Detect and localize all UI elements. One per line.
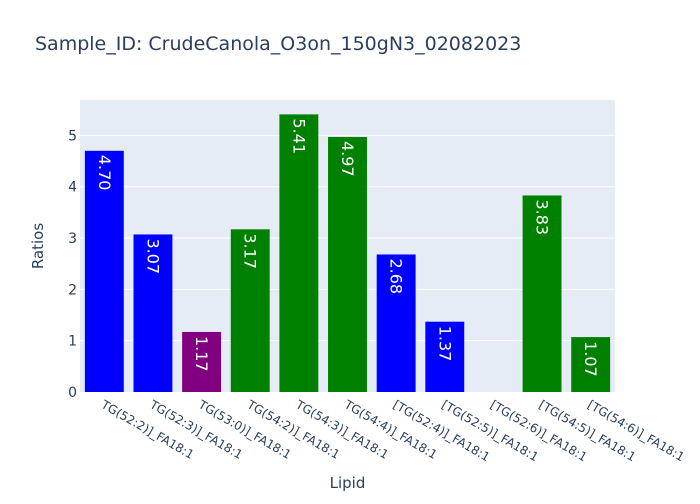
bar-value-label: 1.17 bbox=[192, 336, 211, 372]
y-tick-label: 0 bbox=[68, 385, 77, 401]
y-axis-title: Ratios bbox=[29, 223, 47, 270]
x-axis-title: Lipid bbox=[330, 474, 366, 492]
y-tick-label: 2 bbox=[68, 282, 77, 298]
bar-value-label: 4.97 bbox=[338, 141, 357, 177]
bar bbox=[133, 234, 173, 392]
bar-value-label: 3.83 bbox=[533, 199, 552, 235]
y-tick-label: 1 bbox=[68, 334, 77, 350]
bar bbox=[230, 229, 270, 392]
y-tick-label: 4 bbox=[68, 180, 77, 196]
y-tick-label: 3 bbox=[68, 231, 77, 247]
bar-value-label: 3.17 bbox=[241, 233, 260, 269]
bar bbox=[376, 254, 416, 392]
y-tick-label: 5 bbox=[68, 128, 77, 144]
bar bbox=[522, 195, 562, 392]
bar-value-label: 1.37 bbox=[435, 326, 454, 362]
x-tick-label: TG(52:2)]_FA18:1 bbox=[98, 397, 196, 462]
bar bbox=[279, 114, 319, 392]
bar-value-label: 1.07 bbox=[581, 341, 600, 377]
bar-value-label: 3.07 bbox=[143, 238, 162, 274]
bar-value-label: 2.68 bbox=[387, 258, 406, 294]
data-labels: 4.70 3.07 1.17 3.17 5.41 4.97 2.68 1.37 3.83 1.07 bbox=[95, 118, 600, 376]
y-tick-labels: 0 1 2 3 4 5 bbox=[68, 128, 77, 401]
chart-title: Sample_ID: CrudeCanola_O3on_150gN3_02082… bbox=[35, 33, 521, 55]
bar-value-label: 5.41 bbox=[289, 118, 308, 154]
bar bbox=[571, 337, 611, 392]
bar bbox=[328, 136, 367, 392]
bar bbox=[84, 150, 124, 392]
bar-value-label: 4.70 bbox=[95, 155, 114, 191]
bar bbox=[182, 331, 222, 392]
bar bbox=[425, 321, 465, 392]
bars bbox=[84, 114, 611, 392]
x-tick-labels: TG(52:2)]_FA18:1TG(52:3)]_FA18:1TG(53:0)… bbox=[98, 397, 687, 464]
